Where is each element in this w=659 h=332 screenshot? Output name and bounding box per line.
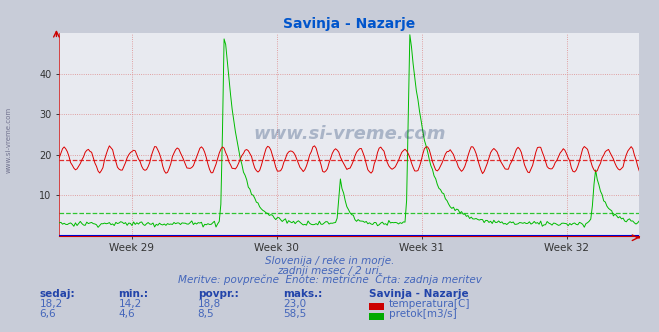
Text: 18,2: 18,2: [40, 299, 63, 309]
Text: 6,6: 6,6: [40, 309, 56, 319]
Text: Slovenija / reke in morje.: Slovenija / reke in morje.: [265, 256, 394, 266]
Text: 14,2: 14,2: [119, 299, 142, 309]
Text: 58,5: 58,5: [283, 309, 306, 319]
Text: pretok[m3/s]: pretok[m3/s]: [389, 309, 457, 319]
Text: 18,8: 18,8: [198, 299, 221, 309]
Text: min.:: min.:: [119, 289, 149, 299]
Text: 23,0: 23,0: [283, 299, 306, 309]
Text: www.si-vreme.com: www.si-vreme.com: [253, 125, 445, 143]
Text: povpr.:: povpr.:: [198, 289, 239, 299]
Text: Meritve: povprečne  Enote: metrične  Črta: zadnja meritev: Meritve: povprečne Enote: metrične Črta:…: [177, 273, 482, 285]
Text: www.si-vreme.com: www.si-vreme.com: [5, 106, 11, 173]
Text: Savinja - Nazarje: Savinja - Nazarje: [369, 289, 469, 299]
Title: Savinja - Nazarje: Savinja - Nazarje: [283, 17, 415, 31]
Text: temperatura[C]: temperatura[C]: [389, 299, 471, 309]
Text: sedaj:: sedaj:: [40, 289, 75, 299]
Text: 8,5: 8,5: [198, 309, 214, 319]
Text: zadnji mesec / 2 uri.: zadnji mesec / 2 uri.: [277, 266, 382, 276]
Text: maks.:: maks.:: [283, 289, 323, 299]
Text: 4,6: 4,6: [119, 309, 135, 319]
